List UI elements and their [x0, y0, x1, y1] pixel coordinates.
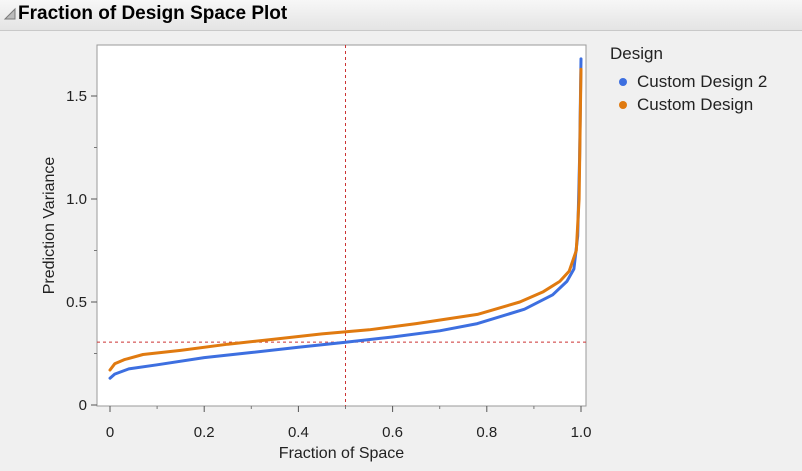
x-axis-title: Fraction of Space — [279, 445, 405, 462]
x-tick-label: 0 — [106, 424, 114, 441]
legend-title: Design — [610, 44, 663, 63]
legend-marker-icon — [619, 77, 627, 86]
triangle-down-icon[interactable] — [3, 7, 17, 21]
x-tick-label: 0.6 — [382, 424, 403, 441]
y-tick-label: 0 — [79, 397, 87, 414]
y-tick-label: 1.5 — [66, 88, 87, 105]
legend: Design Custom Design 2 Custom Design — [610, 44, 767, 116]
legend-marker-icon — [619, 100, 627, 109]
legend-item[interactable]: Custom Design — [610, 93, 767, 116]
y-tick-label: 1.0 — [66, 191, 87, 208]
y-tick-label: 0.5 — [66, 294, 87, 311]
plot-frame — [96, 44, 587, 407]
series-line-1 — [108, 57, 583, 380]
legend-label: Custom Design 2 — [637, 71, 768, 91]
legend-item[interactable]: Custom Design 2 — [610, 70, 767, 93]
legend-label: Custom Design — [637, 94, 754, 114]
y-axis-title: Prediction Variance — [41, 157, 58, 295]
x-tick-label: 0.8 — [476, 424, 497, 441]
series-line-2 — [108, 67, 583, 372]
panel-header: Fraction of Design Space Plot — [0, 0, 802, 31]
x-tick-label: 0.2 — [194, 424, 215, 441]
panel-title: Fraction of Design Space Plot — [18, 3, 288, 24]
x-tick-label: 1.0 — [571, 424, 592, 441]
x-tick-label: 0.4 — [288, 424, 309, 441]
